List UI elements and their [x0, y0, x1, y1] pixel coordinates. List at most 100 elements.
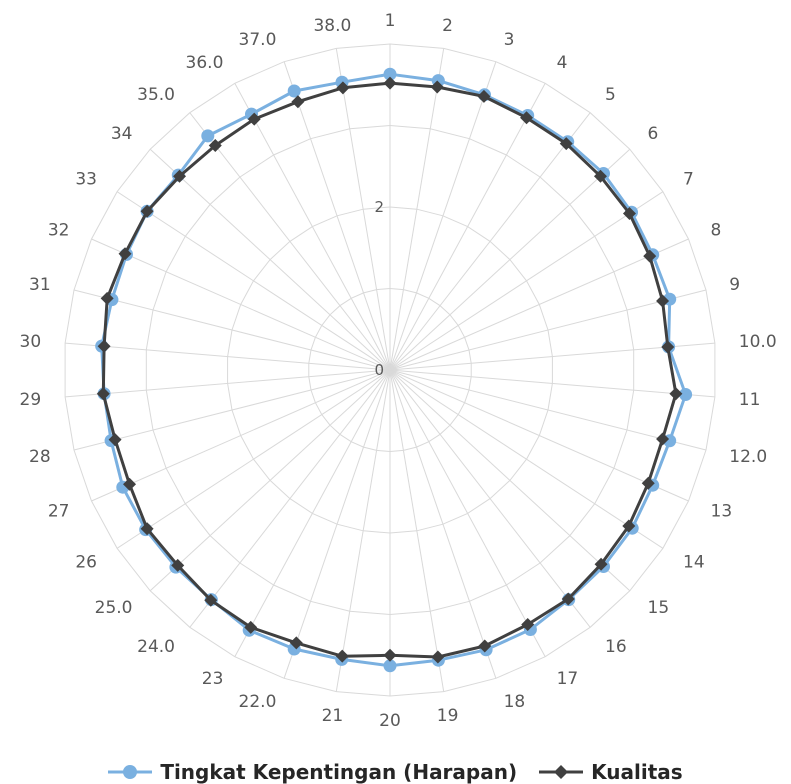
data-point[interactable]: [204, 593, 218, 607]
data-point[interactable]: [335, 649, 349, 663]
grid-spoke: [91, 369, 391, 502]
category-label: 36.0: [186, 53, 224, 73]
legend-item-kualitas[interactable]: Kualitas: [539, 760, 683, 784]
data-point[interactable]: [100, 291, 114, 305]
data-point[interactable]: [383, 659, 397, 673]
data-point[interactable]: [336, 81, 350, 95]
category-label: 6: [648, 124, 659, 144]
category-label: 2: [442, 16, 453, 36]
data-point[interactable]: [383, 648, 397, 662]
data-point[interactable]: [383, 67, 397, 81]
category-label: 4: [557, 53, 568, 73]
category-label: 32: [48, 220, 70, 240]
data-point[interactable]: [669, 387, 683, 401]
data-point[interactable]: [247, 112, 261, 126]
category-label: 13: [711, 502, 733, 522]
data-point[interactable]: [208, 139, 222, 153]
category-label: 20: [379, 711, 401, 731]
category-label: 26: [75, 552, 97, 572]
data-point[interactable]: [478, 639, 492, 653]
grid-spoke: [149, 148, 391, 371]
legend-label-harapan: Tingkat Kepentingan (Harapan): [160, 760, 518, 784]
category-label: 28: [29, 447, 51, 467]
grid-spoke: [389, 61, 497, 371]
grid-spoke: [389, 369, 445, 692]
category-label: 22.0: [239, 692, 277, 712]
data-point[interactable]: [641, 476, 655, 490]
data-point[interactable]: [287, 84, 301, 98]
data-point[interactable]: [173, 169, 187, 183]
series-kualitas: [96, 76, 683, 664]
category-label: 7: [683, 170, 694, 190]
data-point[interactable]: [96, 387, 110, 401]
grid-spoke: [389, 48, 445, 371]
legend-diamond-marker-icon: [539, 765, 584, 779]
data-point[interactable]: [561, 592, 575, 606]
category-label: 33: [75, 170, 97, 190]
category-label: 31: [29, 275, 51, 295]
data-point[interactable]: [622, 207, 636, 221]
data-point[interactable]: [140, 204, 154, 218]
data-point[interactable]: [123, 477, 137, 491]
data-point[interactable]: [291, 95, 305, 109]
grid-spoke: [189, 369, 391, 628]
data-point[interactable]: [593, 169, 607, 183]
data-point[interactable]: [643, 249, 657, 263]
category-label: 10.0: [739, 332, 777, 352]
data-point[interactable]: [594, 557, 608, 571]
data-point[interactable]: [97, 339, 111, 353]
legend-circle-marker-icon: [108, 765, 153, 779]
category-label: 12.0: [729, 447, 767, 467]
data-point[interactable]: [118, 247, 132, 261]
data-point[interactable]: [383, 76, 397, 90]
data-point[interactable]: [656, 294, 670, 308]
data-point[interactable]: [520, 111, 534, 125]
category-label: 25.0: [95, 598, 133, 618]
category-label: 19: [437, 706, 459, 726]
category-label: 24.0: [137, 637, 175, 657]
data-point[interactable]: [521, 617, 535, 631]
category-label: 34: [111, 124, 133, 144]
grid-spoke: [116, 369, 391, 549]
data-point[interactable]: [430, 80, 444, 94]
grid-spoke: [389, 83, 546, 371]
grid-spoke: [389, 369, 591, 628]
legend-item-harapan[interactable]: Tingkat Kepentingan (Harapan): [108, 760, 517, 784]
category-label: 8: [711, 220, 722, 240]
data-point[interactable]: [559, 137, 573, 151]
category-label: 27: [48, 502, 70, 522]
grid-spoke: [335, 369, 391, 692]
category-label: 16: [605, 637, 627, 657]
data-point[interactable]: [431, 650, 445, 664]
grid-spoke: [335, 48, 391, 371]
data-point[interactable]: [289, 636, 303, 650]
grid-spoke: [189, 112, 391, 371]
data-point[interactable]: [140, 522, 154, 536]
data-point[interactable]: [622, 519, 636, 533]
data-point[interactable]: [656, 432, 670, 446]
grid-spoke: [234, 83, 391, 371]
category-label: 35.0: [137, 85, 175, 105]
data-point[interactable]: [244, 620, 258, 634]
grid-spoke: [389, 342, 715, 371]
data-point[interactable]: [661, 340, 675, 354]
category-label: 29: [20, 390, 42, 410]
data-point[interactable]: [108, 433, 122, 447]
grid-spoke: [65, 342, 391, 371]
category-label: 30: [20, 332, 42, 352]
category-label: 9: [729, 275, 740, 295]
data-point[interactable]: [201, 129, 215, 143]
data-series: [95, 67, 693, 673]
data-point[interactable]: [477, 89, 491, 103]
grid-spoke: [234, 369, 391, 657]
grid-spoke: [91, 238, 391, 371]
grid-spoke: [389, 369, 631, 592]
category-label: 3: [504, 30, 515, 50]
grid-spoke: [389, 369, 546, 657]
grid-spoke: [283, 369, 391, 679]
category-label: 37.0: [239, 30, 277, 50]
data-point[interactable]: [171, 558, 185, 572]
category-label: 11: [739, 390, 761, 410]
data-point[interactable]: [679, 388, 693, 401]
